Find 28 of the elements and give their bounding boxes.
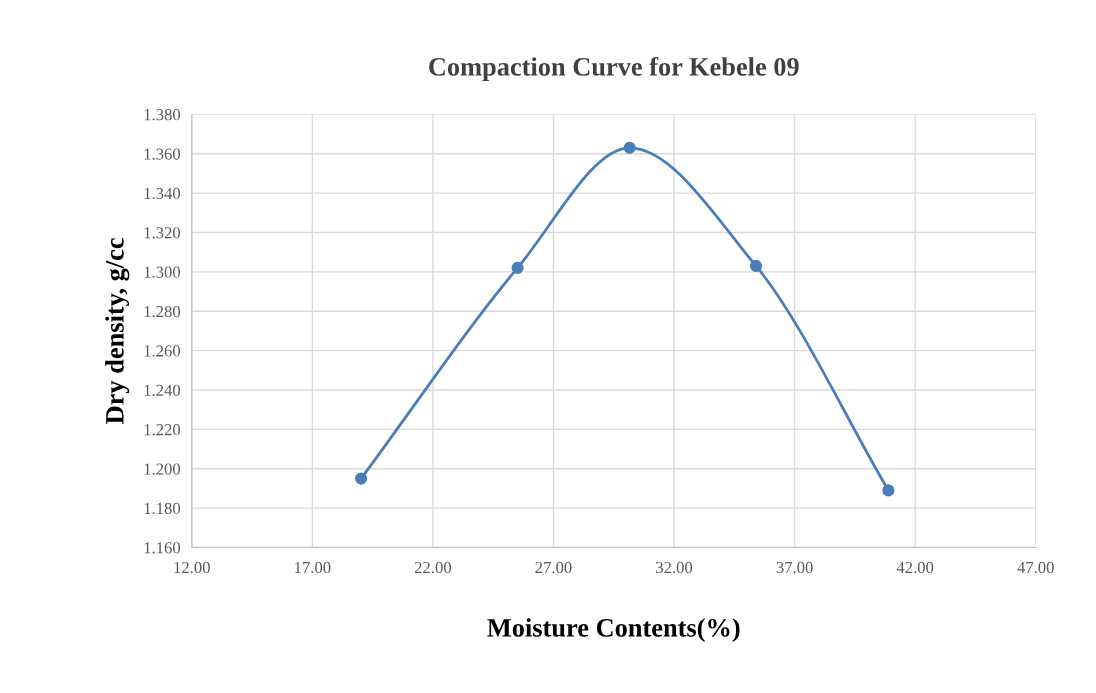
y-tick-label: 1.360 bbox=[144, 148, 181, 160]
point bbox=[511, 261, 524, 274]
y-tick-label: 1.320 bbox=[144, 227, 181, 239]
y-tick-label: 1.380 bbox=[144, 109, 181, 121]
y-tick-label: 1.340 bbox=[144, 187, 181, 200]
x-tick-label: 12.00 bbox=[174, 561, 210, 574]
y-tick-label: 1.240 bbox=[144, 384, 181, 396]
y-tick-label: 1.180 bbox=[144, 502, 181, 515]
x-tick-label: 32.00 bbox=[656, 561, 693, 574]
y-tick-label: 1.280 bbox=[144, 305, 181, 318]
y-axis-title: Dry density, g/cc bbox=[105, 238, 130, 424]
y-tick-label: 1.300 bbox=[144, 266, 181, 278]
point bbox=[749, 259, 763, 273]
chart-title: Compaction Curve for Kebele 09 bbox=[429, 56, 799, 82]
y-tick-label: 1.260 bbox=[144, 345, 181, 357]
y-tick-label: 1.220 bbox=[144, 424, 181, 436]
x-tick-label: 27.00 bbox=[535, 561, 572, 574]
point bbox=[623, 141, 636, 154]
x-tick-label: 42.00 bbox=[896, 561, 934, 574]
x-tick-label: 37.00 bbox=[776, 561, 813, 574]
x-tick-label: 22.00 bbox=[414, 561, 452, 574]
y-tick-label: 1.160 bbox=[144, 542, 181, 554]
point bbox=[354, 472, 368, 485]
x-tick-label: 47.00 bbox=[1017, 561, 1054, 574]
x-tick-label: 17.00 bbox=[295, 561, 331, 574]
y-tick-label: 1.200 bbox=[144, 463, 181, 475]
x-axis-title: Moisture Contents(%) bbox=[487, 618, 740, 643]
point bbox=[882, 484, 895, 497]
